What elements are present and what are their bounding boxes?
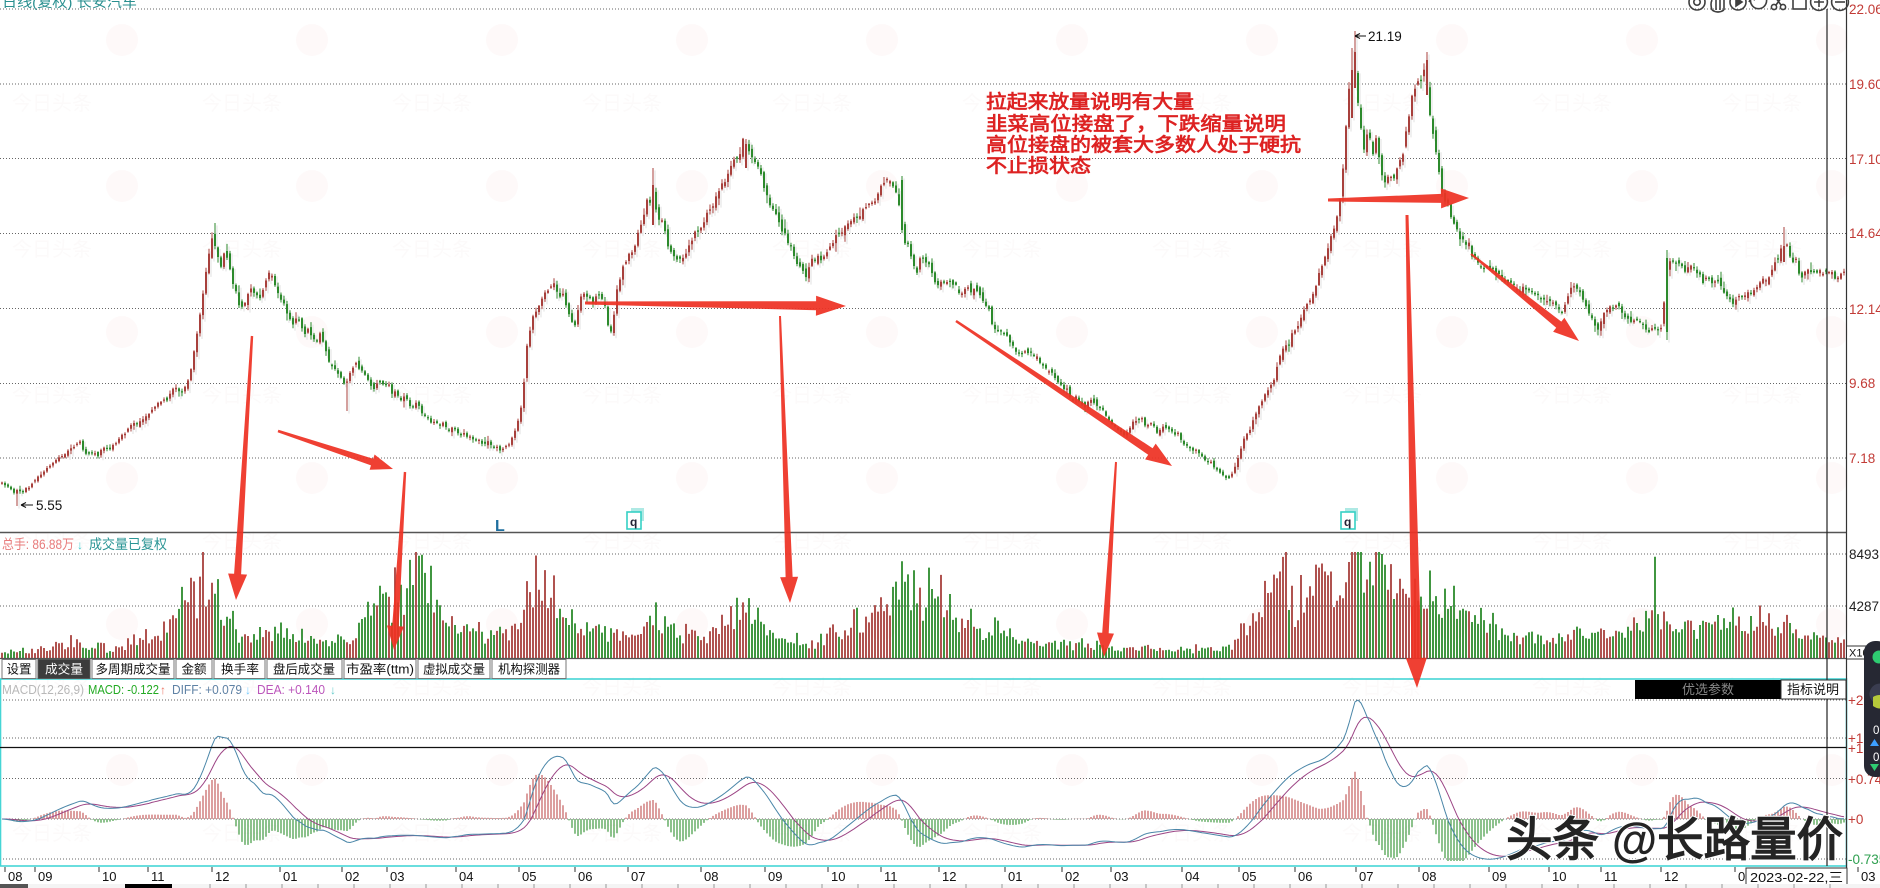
svg-text:14.64: 14.64 bbox=[1849, 226, 1880, 241]
svg-text:市盈率(ttm): 市盈率(ttm) bbox=[346, 662, 414, 677]
svg-text:12: 12 bbox=[215, 869, 229, 884]
svg-text:07: 07 bbox=[1359, 869, 1373, 884]
svg-text:21.19: 21.19 bbox=[1368, 29, 1402, 44]
svg-text:17.10: 17.10 bbox=[1849, 152, 1880, 167]
svg-text:多周期成交量: 多周期成交量 bbox=[96, 662, 171, 677]
svg-text:DEA: +0.140: DEA: +0.140 bbox=[257, 682, 325, 697]
svg-text:03: 03 bbox=[1861, 869, 1875, 884]
svg-text:7.18: 7.18 bbox=[1849, 451, 1875, 466]
svg-text:MACD: -0.122: MACD: -0.122 bbox=[88, 682, 159, 697]
svg-text:换手率: 换手率 bbox=[221, 662, 259, 677]
svg-text:不止损状态: 不止损状态 bbox=[986, 154, 1091, 177]
svg-text:虚拟成交量: 虚拟成交量 bbox=[423, 662, 485, 677]
svg-text:02: 02 bbox=[1065, 869, 1079, 884]
svg-text:高位接盘的被套大多数人处于硬抗: 高位接盘的被套大多数人处于硬抗 bbox=[986, 133, 1301, 156]
svg-text:06: 06 bbox=[1298, 869, 1312, 884]
svg-text:L: L bbox=[495, 518, 505, 535]
svg-text:0: 0 bbox=[1873, 752, 1879, 764]
svg-text:↑: ↑ bbox=[160, 683, 166, 697]
svg-text:成交量: 成交量 bbox=[45, 662, 83, 677]
svg-text:+0: +0 bbox=[1848, 812, 1863, 827]
svg-text:成交量已复权: 成交量已复权 bbox=[89, 536, 167, 552]
svg-text:-0.735: -0.735 bbox=[1848, 852, 1880, 867]
svg-text:2023-02-22,三: 2023-02-22,三 bbox=[1750, 870, 1843, 885]
svg-text:01: 01 bbox=[1008, 869, 1022, 884]
svg-text:09: 09 bbox=[768, 869, 782, 884]
svg-text:q: q bbox=[1344, 515, 1351, 529]
svg-text:金额: 金额 bbox=[182, 662, 207, 677]
svg-text:日线(复权) 长安汽车: 日线(复权) 长安汽车 bbox=[2, 0, 137, 10]
svg-text:4287: 4287 bbox=[1849, 599, 1879, 614]
svg-text:MACD(12,26,9): MACD(12,26,9) bbox=[2, 682, 84, 697]
svg-text:韭菜高位接盘了，下跌缩量说明: 韭菜高位接盘了，下跌缩量说明 bbox=[986, 112, 1286, 135]
svg-text:09: 09 bbox=[1492, 869, 1506, 884]
svg-text:22.06: 22.06 bbox=[1849, 2, 1880, 17]
svg-text:09: 09 bbox=[38, 869, 52, 884]
svg-text:12: 12 bbox=[1664, 869, 1678, 884]
svg-text:08: 08 bbox=[1422, 869, 1436, 884]
svg-text:02: 02 bbox=[345, 869, 359, 884]
svg-text:8493: 8493 bbox=[1849, 547, 1879, 562]
svg-text:↓: ↓ bbox=[330, 683, 336, 697]
svg-text:5.55: 5.55 bbox=[36, 498, 62, 513]
svg-text:06: 06 bbox=[578, 869, 592, 884]
svg-text:08: 08 bbox=[8, 869, 22, 884]
svg-text:11: 11 bbox=[1604, 869, 1618, 884]
svg-text:指标说明: 指标说明 bbox=[1787, 682, 1839, 697]
svg-text:10: 10 bbox=[1552, 869, 1566, 884]
svg-text:19.60: 19.60 bbox=[1849, 77, 1880, 92]
svg-text:机构探测器: 机构探测器 bbox=[498, 662, 560, 677]
svg-text:设置: 设置 bbox=[7, 662, 32, 677]
svg-text:08: 08 bbox=[704, 869, 718, 884]
svg-text:05: 05 bbox=[1242, 869, 1256, 884]
svg-text:05: 05 bbox=[522, 869, 536, 884]
svg-text:0: 0 bbox=[1873, 725, 1879, 737]
svg-text:10: 10 bbox=[831, 869, 845, 884]
svg-text:10: 10 bbox=[102, 869, 116, 884]
svg-text:盘后成交量: 盘后成交量 bbox=[273, 662, 335, 677]
svg-text:拉起来放量说明有大量: 拉起来放量说明有大量 bbox=[986, 90, 1194, 113]
svg-text:优选参数: 优选参数 bbox=[1682, 682, 1734, 697]
svg-text:03: 03 bbox=[390, 869, 404, 884]
svg-text:q: q bbox=[630, 515, 637, 529]
svg-text:总手: 86.88万: 总手: 86.88万 bbox=[2, 537, 74, 552]
svg-text:03: 03 bbox=[1114, 869, 1128, 884]
svg-text:12.14: 12.14 bbox=[1849, 302, 1880, 317]
svg-text:04: 04 bbox=[1185, 869, 1199, 884]
svg-text:9.68: 9.68 bbox=[1849, 376, 1875, 391]
svg-text:04: 04 bbox=[459, 869, 473, 884]
svg-text:11: 11 bbox=[884, 869, 898, 884]
svg-text:11: 11 bbox=[151, 869, 165, 884]
svg-text:12: 12 bbox=[942, 869, 956, 884]
svg-text:07: 07 bbox=[631, 869, 645, 884]
svg-text:DIFF: +0.079: DIFF: +0.079 bbox=[172, 682, 242, 697]
svg-text:↓: ↓ bbox=[245, 683, 251, 697]
svg-text:头条 @长路量价: 头条 @长路量价 bbox=[1506, 813, 1843, 866]
svg-text:01: 01 bbox=[283, 869, 297, 884]
svg-text:↓: ↓ bbox=[77, 538, 83, 552]
